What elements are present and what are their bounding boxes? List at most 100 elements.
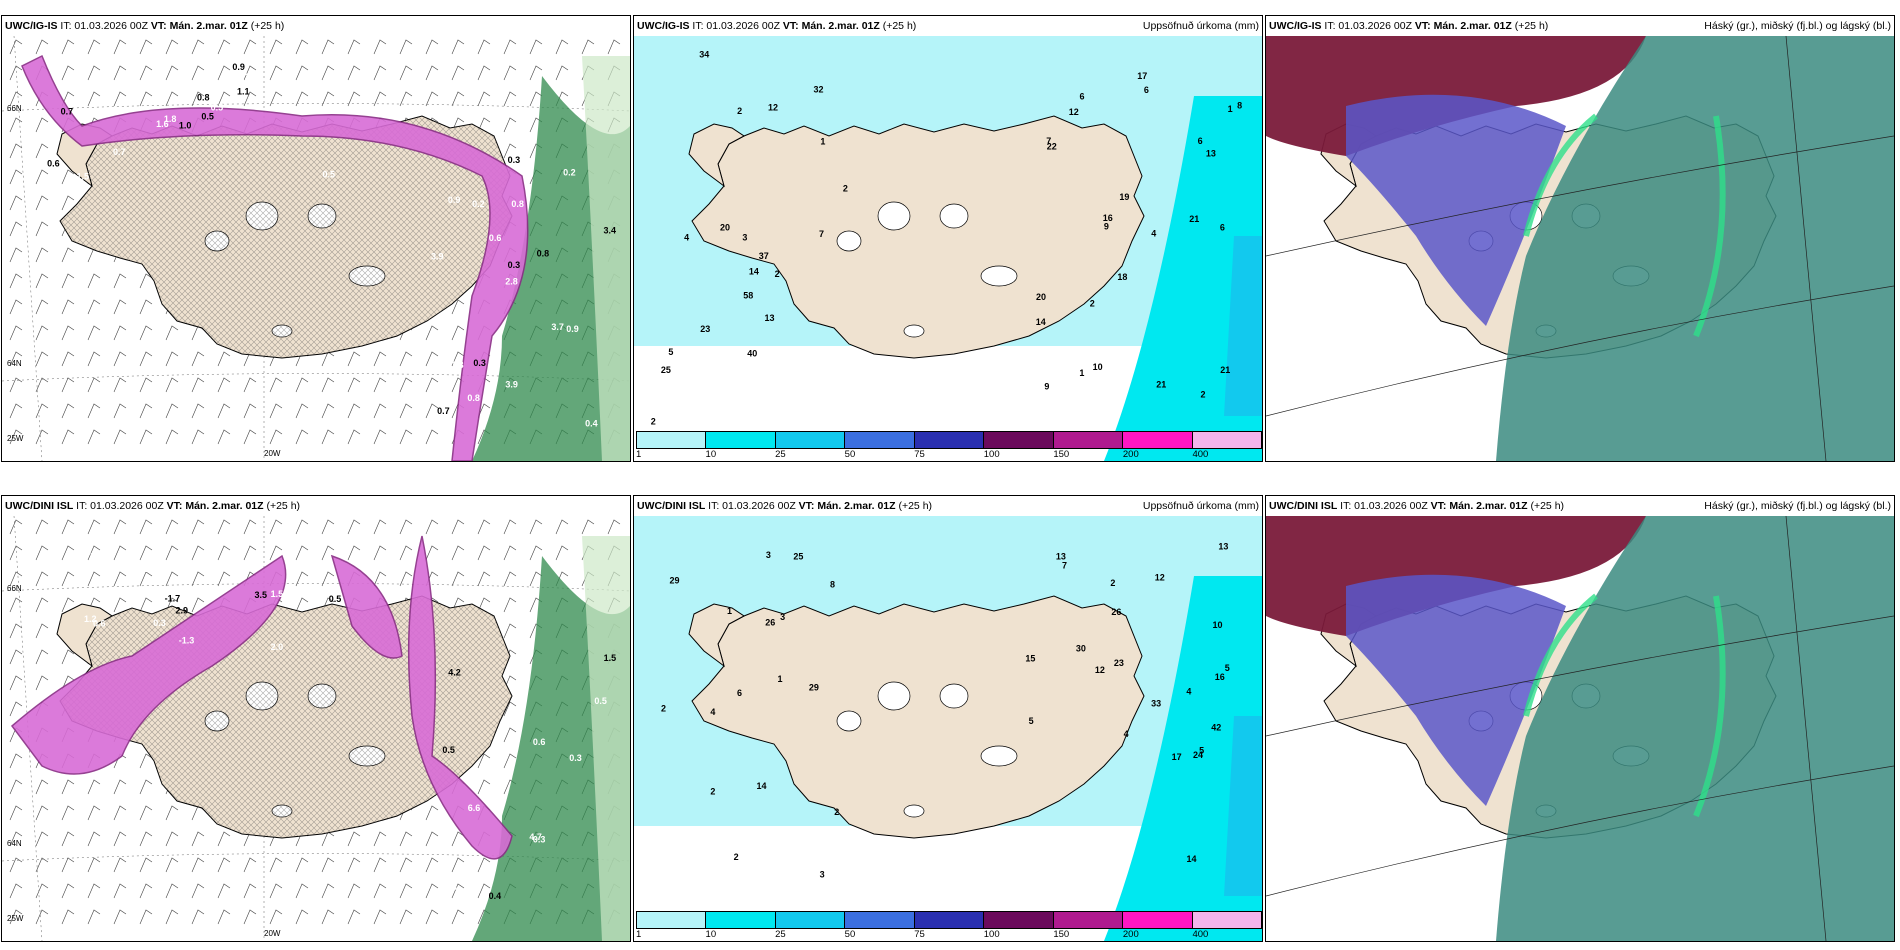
- wind-barb: [295, 571, 309, 587]
- wind-barb: [9, 91, 23, 107]
- wind-barb: [347, 519, 361, 535]
- wind-barb: [295, 597, 309, 613]
- precip-value-label: 13: [765, 313, 775, 323]
- wind-barb: [87, 909, 101, 925]
- wind-barb: [35, 623, 49, 639]
- snow-value-label: 2.9: [175, 606, 188, 616]
- wind-barb: [61, 299, 75, 315]
- precip-value-label: 25: [661, 365, 671, 375]
- axis-label: 25W: [7, 434, 24, 443]
- snow-value-label: 0.5: [323, 169, 336, 179]
- valid-time: VT: Mán. 2.mar. 01Z: [150, 20, 248, 32]
- graticule-line: [1266, 615, 1894, 737]
- precip-value-label: 5: [1199, 746, 1204, 756]
- precip-value-label: 5: [1029, 716, 1034, 726]
- snow-value-label: 1.1: [237, 72, 250, 82]
- wind-barb: [9, 377, 23, 393]
- precip-value-label: 16: [1215, 672, 1225, 682]
- wind-barb: [425, 65, 439, 81]
- precip-value-label: 3: [820, 869, 825, 879]
- wind-barb: [9, 857, 23, 873]
- snow-value-label: 0.6: [533, 737, 546, 747]
- wind-barb: [113, 39, 127, 55]
- wind-barb: [425, 831, 439, 847]
- wind-barb: [35, 883, 49, 899]
- wind-barb: [581, 39, 595, 55]
- model-name: UWC/DINI ISL: [1269, 500, 1338, 512]
- wind-barb: [269, 65, 283, 81]
- cloud-edge-band: [1523, 593, 1726, 818]
- precip-value-label: 9: [1044, 381, 1049, 391]
- wind-barb: [477, 519, 491, 535]
- cloud-map: [1266, 36, 1894, 461]
- wind-barb: [61, 169, 75, 185]
- precip-value-label: 10: [1093, 362, 1103, 372]
- wind-barb: [87, 519, 101, 535]
- snow-value-label: 3.4: [603, 225, 616, 235]
- valid-time: VT: Mán. 2.mar. 01Z: [798, 500, 896, 512]
- wind-barb: [9, 701, 23, 717]
- snow-value-label: 1.3: [142, 564, 155, 574]
- wind-barb: [9, 39, 23, 55]
- snow-value-label: 1.9: [328, 76, 341, 86]
- precip-value-label: 1: [777, 674, 782, 684]
- wind-barb: [191, 91, 205, 107]
- wind-barb: [217, 883, 231, 899]
- wind-barb: [165, 831, 179, 847]
- precip-value-label: 17: [1172, 752, 1182, 762]
- precip-value-label: 30: [1076, 644, 1086, 654]
- wind-barb: [61, 545, 75, 561]
- wind-barb: [87, 325, 101, 341]
- colorbar-tick: 25: [775, 449, 786, 460]
- glacier-outline: [836, 230, 862, 252]
- precip-value-label: 13: [1206, 149, 1216, 159]
- wind-barb: [35, 299, 49, 315]
- colorbar-cell: [637, 912, 707, 928]
- wind-barb: [35, 195, 49, 211]
- axis-label: 20W: [264, 449, 281, 458]
- wind-barb: [35, 39, 49, 55]
- precip-value-label: 21: [1189, 214, 1199, 224]
- precip-value-label: 6: [1144, 85, 1149, 95]
- snow-value-label: -1.3: [179, 635, 195, 645]
- wind-barb: [165, 91, 179, 107]
- wind-barb: [61, 65, 75, 81]
- wind-barb: [35, 377, 49, 393]
- wind-barb: [191, 597, 205, 613]
- colorbar-cell: [984, 432, 1054, 448]
- wind-barb: [191, 403, 205, 419]
- snow-value-label: 1.2: [182, 81, 195, 91]
- wind-barb: [87, 39, 101, 55]
- wind-barb: [321, 909, 335, 925]
- wind-barb: [9, 65, 23, 81]
- wind-barb: [191, 429, 205, 445]
- init-time: IT: 01.03.2026 00Z: [76, 500, 164, 512]
- wind-barb: [191, 909, 205, 925]
- panel-title: UWC/IG-IS IT: 01.03.2026 00Z VT: Mán. 2.…: [1266, 16, 1894, 36]
- colorbar-cell: [706, 432, 776, 448]
- precip-value-label: 23: [1114, 658, 1124, 668]
- snow-value-label: 0.3: [473, 358, 486, 368]
- model-name: UWC/IG-IS: [5, 20, 58, 32]
- wind-barb: [139, 597, 153, 613]
- wind-barb: [373, 831, 387, 847]
- wind-barb: [113, 597, 127, 613]
- wind-barb: [35, 571, 49, 587]
- wind-barb: [399, 909, 413, 925]
- wind-barb: [9, 675, 23, 691]
- wind-barb: [113, 519, 127, 535]
- snow-value-label: 1.2: [84, 614, 97, 624]
- wind-barb: [451, 325, 465, 341]
- colorbar-tick: 150: [1053, 449, 1070, 460]
- wind-barb: [139, 805, 153, 821]
- wind-barb: [373, 351, 387, 367]
- wind-barb: [87, 831, 101, 847]
- wind-barb: [321, 403, 335, 419]
- wind-barb: [61, 909, 75, 925]
- snow-value-label: 0.2: [472, 199, 485, 209]
- wind-barb: [35, 909, 49, 925]
- wind-barb: [347, 831, 361, 847]
- wind-barb: [373, 883, 387, 899]
- wind-barb: [503, 623, 517, 639]
